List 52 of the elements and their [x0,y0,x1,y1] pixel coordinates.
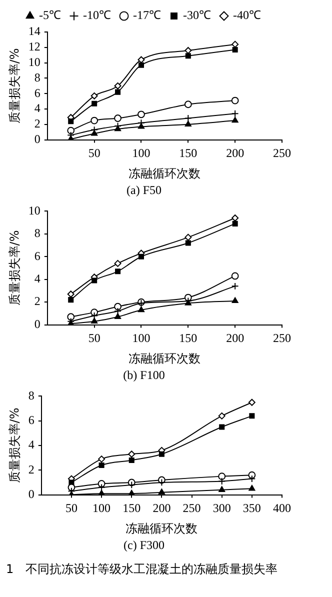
y-tick-label: 0 [28,486,34,501]
y-tick-label: 10 [28,54,40,69]
y-tick-label: 8 [28,388,34,402]
y-tick-label: 4 [34,272,40,286]
x-tick-label: 50 [65,501,78,516]
x-tick-label: 200 [226,331,244,346]
y-tick-label: 6 [34,248,40,263]
x-tick-label: 50 [88,331,100,346]
y-axis-title: 质量损失率/% [7,48,22,124]
legend-label: -10℃ [83,8,112,22]
y-tick-label: 6 [34,86,40,100]
y-tick-label: 8 [34,226,40,240]
legend-label: -40℃ [232,8,261,22]
x-tick-label: 250 [273,331,291,346]
x-tick-label: 50 [88,146,100,160]
y-tick-label: 4 [34,101,40,116]
y-tick-label: 2 [34,116,40,131]
y-axis-title: 质量损失率/% [7,408,22,484]
x-axis-title: 冻融循环次数 [126,522,198,536]
legend-label: -17℃ [133,8,161,22]
x-axis-title: 冻融循环次数 [128,352,201,366]
text: (b) F100 [123,368,165,382]
x-tick-label: 150 [179,331,198,346]
x-tick-label: 250 [182,501,201,516]
y-axis-title: 质量损失率/% [7,230,22,306]
x-tick-label: 150 [179,146,198,160]
y-tick-label: 8 [34,70,40,84]
x-tick-label: 350 [242,501,261,516]
x-tick-label: 150 [122,501,141,516]
x-tick-label: 200 [152,501,171,516]
y-tick-label: 6 [28,413,34,428]
x-tick-label: 250 [273,146,291,160]
y-tick-label: 2 [34,294,40,308]
x-tick-label: 400 [273,501,291,516]
x-tick-label: 100 [132,146,150,160]
y-tick-label: 4 [28,438,34,452]
y-tick-label: 12 [28,40,40,54]
y-tick-label: 2 [28,462,34,476]
text: (a) F50 [126,182,162,197]
x-tick-label: 100 [132,331,150,346]
x-tick-label: 100 [92,501,111,516]
x-axis-title: 冻融循环次数 [128,166,201,181]
y-tick-label: 0 [34,316,40,331]
x-tick-label: 300 [212,501,231,516]
legend-label: -5℃ [39,8,62,22]
y-tick-label: 10 [28,203,40,218]
legend-label: -30℃ [183,8,211,22]
y-tick-label: 14 [28,24,40,38]
x-tick-label: 200 [226,146,244,160]
text: (c) F300 [124,538,164,552]
y-tick-label: 0 [34,132,40,146]
text: 1 不同抗冻设计等级水工混凝土的冻融质量损失率 [5,561,279,578]
